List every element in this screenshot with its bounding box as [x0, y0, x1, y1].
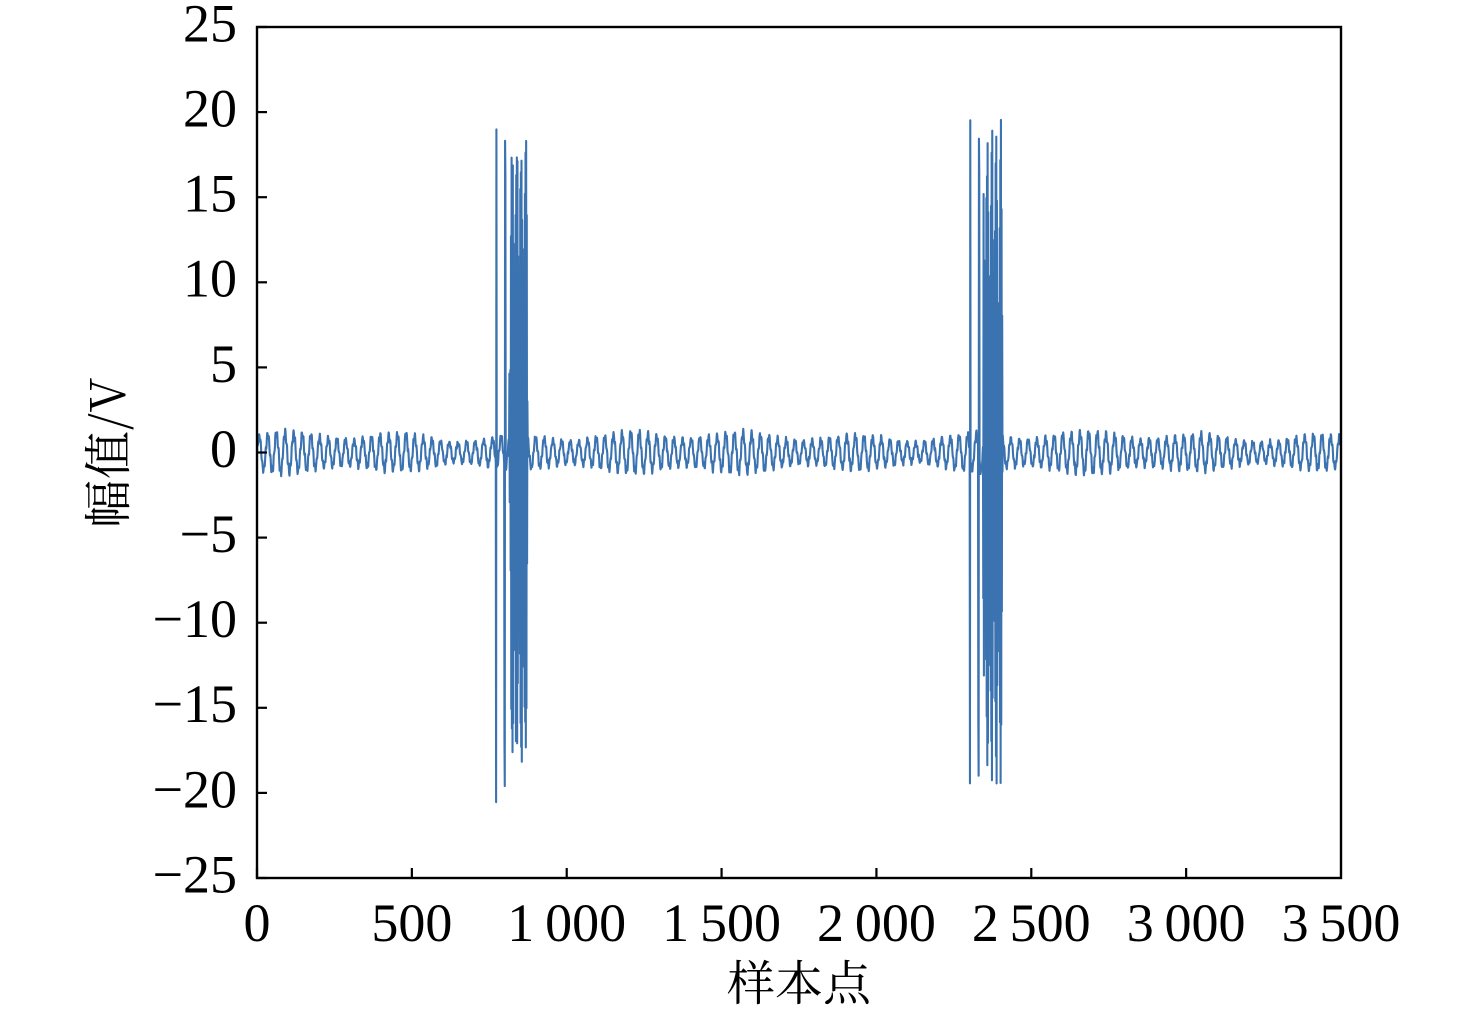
svg-text:20: 20: [183, 78, 237, 138]
svg-text:500: 500: [371, 893, 452, 953]
svg-text:样本点: 样本点: [727, 945, 872, 1014]
svg-text:0: 0: [210, 419, 237, 479]
svg-text:−5: −5: [180, 504, 237, 564]
svg-text:3 500: 3 500: [1282, 893, 1401, 953]
svg-text:3 000: 3 000: [1127, 893, 1246, 953]
svg-text:10: 10: [183, 249, 237, 309]
svg-text:1 000: 1 000: [507, 893, 626, 953]
svg-text:5: 5: [210, 334, 237, 394]
svg-text:25: 25: [183, 0, 237, 53]
svg-text:1 500: 1 500: [662, 893, 781, 953]
svg-text:2 000: 2 000: [817, 893, 936, 953]
svg-text:15: 15: [183, 164, 237, 224]
svg-text:2 500: 2 500: [972, 893, 1091, 953]
svg-text:−20: −20: [153, 759, 237, 819]
svg-text:0: 0: [244, 893, 271, 953]
svg-text:−10: −10: [153, 589, 237, 649]
svg-text:−15: −15: [153, 674, 237, 734]
svg-text:−25: −25: [153, 844, 237, 904]
